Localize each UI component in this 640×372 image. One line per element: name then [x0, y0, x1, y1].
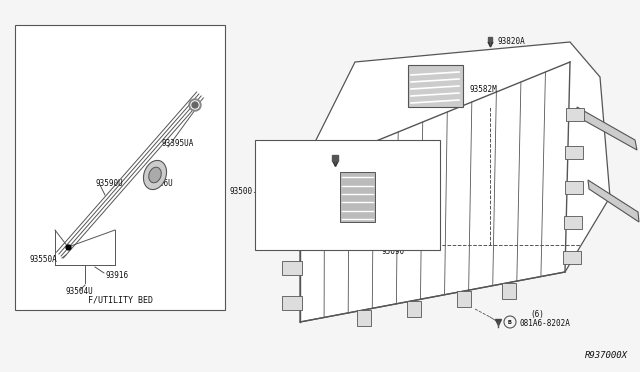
- Bar: [282, 261, 302, 275]
- Text: R937000X: R937000X: [585, 351, 628, 360]
- Text: 081A6-8202A: 081A6-8202A: [520, 320, 571, 328]
- Bar: [255, 140, 440, 250]
- Circle shape: [189, 99, 201, 111]
- Bar: [340, 172, 375, 222]
- Polygon shape: [588, 180, 639, 222]
- Bar: [282, 296, 302, 310]
- Bar: [407, 301, 421, 317]
- Bar: [566, 108, 584, 121]
- Ellipse shape: [143, 160, 166, 190]
- Text: 93821MA(LH): 93821MA(LH): [268, 189, 319, 199]
- Bar: [282, 196, 302, 210]
- Text: 93582M: 93582M: [470, 86, 498, 94]
- Text: 93690: 93690: [382, 247, 405, 257]
- Text: 93821M (RH): 93821M (RH): [268, 180, 319, 189]
- Text: 93826A: 93826A: [268, 203, 296, 212]
- Text: 93395UA: 93395UA: [162, 138, 195, 148]
- Text: 93916: 93916: [105, 270, 128, 279]
- Circle shape: [192, 102, 198, 108]
- Bar: [457, 291, 471, 307]
- Bar: [563, 251, 581, 264]
- Text: 93500: 93500: [230, 187, 253, 196]
- Text: 93504U: 93504U: [65, 288, 93, 296]
- Circle shape: [191, 101, 199, 109]
- Bar: [565, 181, 583, 194]
- Polygon shape: [577, 107, 637, 150]
- Text: 93820A: 93820A: [498, 36, 525, 45]
- Text: 93550A: 93550A: [30, 256, 58, 264]
- Bar: [408, 65, 463, 107]
- Text: 93590U: 93590U: [95, 179, 123, 187]
- Bar: [282, 228, 302, 242]
- Text: 93126U: 93126U: [145, 179, 173, 187]
- Bar: [15, 25, 225, 310]
- Text: (6): (6): [530, 310, 544, 318]
- Polygon shape: [300, 42, 610, 322]
- Ellipse shape: [148, 167, 161, 183]
- Text: B: B: [508, 320, 512, 324]
- Bar: [564, 216, 582, 229]
- Text: 93820AA: 93820AA: [345, 154, 378, 163]
- Bar: [502, 283, 516, 299]
- Text: F/UTILITY BED: F/UTILITY BED: [88, 295, 152, 305]
- Bar: [357, 310, 371, 326]
- Bar: [565, 146, 583, 159]
